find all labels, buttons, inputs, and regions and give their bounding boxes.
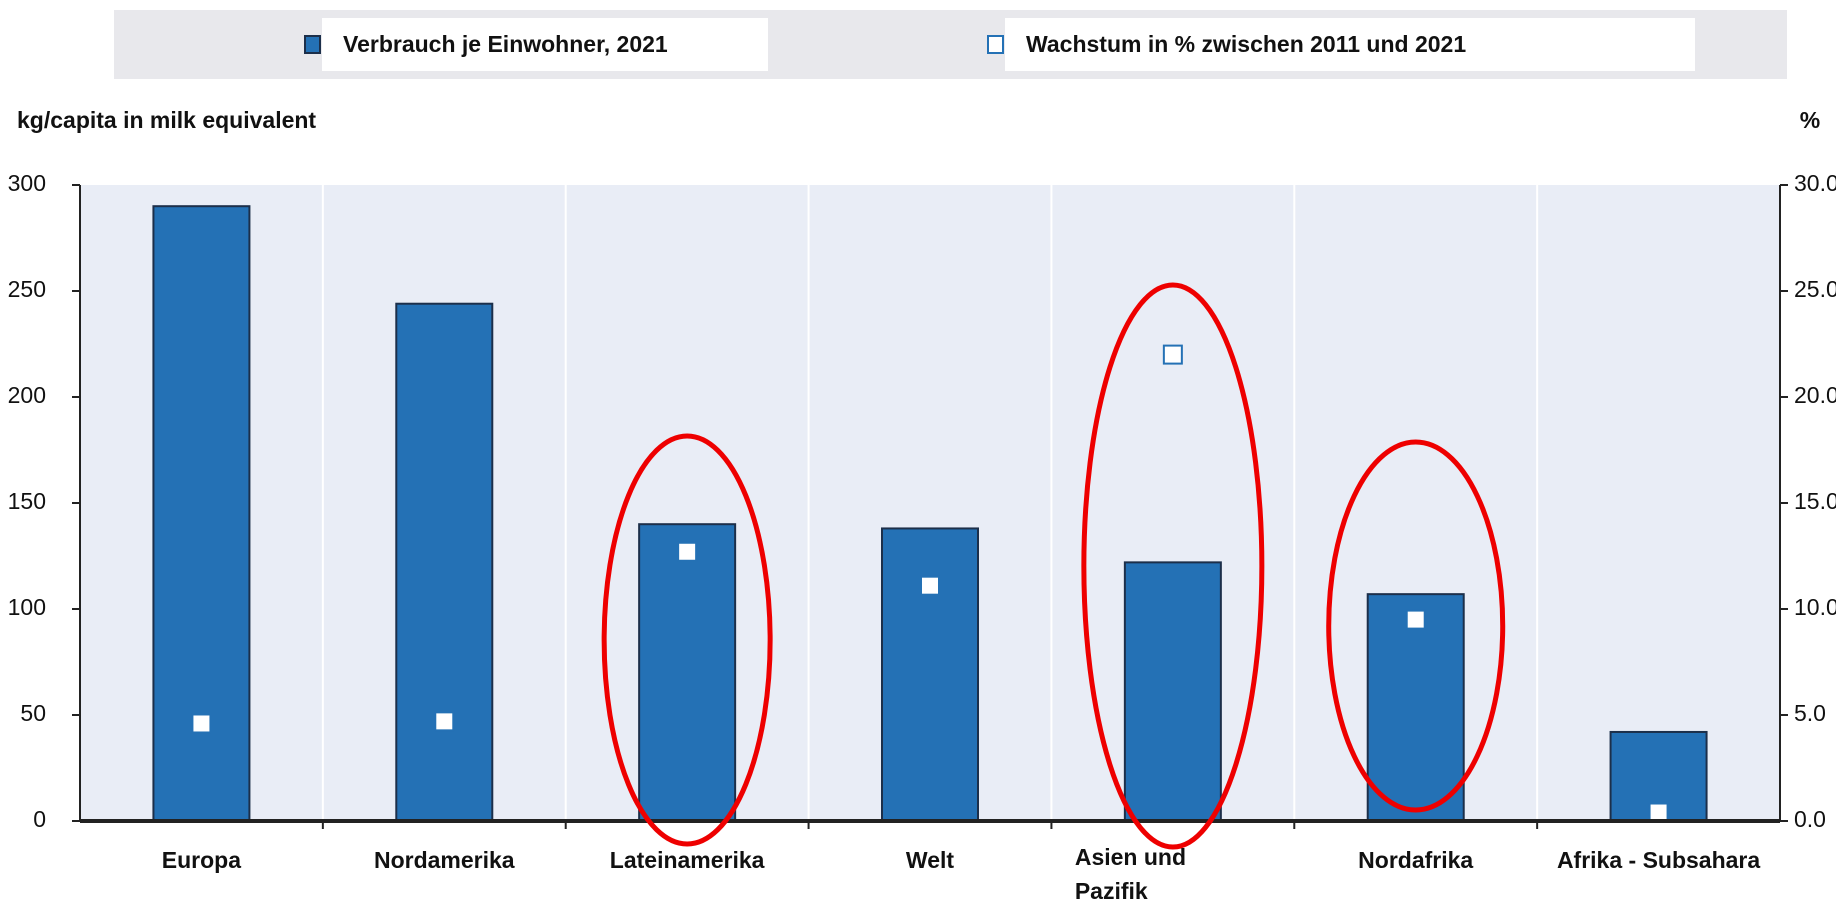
marker <box>434 711 455 732</box>
y-tick-label: 150 <box>8 488 46 514</box>
y-tick-label: 300 <box>8 170 46 196</box>
y2-tick-label: 20.0 <box>1794 382 1836 408</box>
y-tick-label: 100 <box>8 594 46 620</box>
bar <box>638 523 737 822</box>
y2-tick-label: 15.0 <box>1794 488 1836 514</box>
y2-tick-label: 5.0 <box>1794 700 1826 726</box>
annotation-ellipse <box>1326 439 1506 813</box>
legend-box <box>1005 18 1695 71</box>
marker <box>677 541 698 562</box>
x-tick-label: Afrika - Subsahara <box>1556 847 1761 873</box>
legend-label: Verbrauch je Einwohner, 2021 <box>343 31 668 57</box>
legend-swatch <box>987 35 1004 54</box>
legend-swatch <box>304 35 321 54</box>
x-tick-label: Asien und Pazifik <box>1074 844 1187 904</box>
bar <box>1123 561 1222 822</box>
marker <box>1162 344 1183 365</box>
legend-box <box>322 18 768 71</box>
y-tick-label: 250 <box>8 276 46 302</box>
x-tick-label: Nordafrika <box>1358 847 1474 873</box>
x-tick-label: Nordamerika <box>373 847 515 873</box>
marker <box>1648 802 1669 823</box>
y2-tick-label: 30.0 <box>1794 170 1836 196</box>
bar <box>881 527 979 822</box>
legend-label: Wachstum in % zwischen 2011 und 2021 <box>1026 31 1466 57</box>
marker <box>1405 609 1426 630</box>
marker <box>191 713 212 734</box>
bar <box>1366 593 1465 822</box>
y-axis-title: kg/capita in milk equivalent <box>17 107 316 133</box>
y-tick-label: 50 <box>20 700 46 726</box>
annotation-ellipse <box>1081 282 1265 850</box>
bar <box>395 302 494 823</box>
annotation-ellipse <box>601 433 773 847</box>
y-tick-label: 200 <box>8 382 46 408</box>
y2-tick-label: 0.0 <box>1794 806 1826 832</box>
x-tick-label: Europa <box>161 847 242 873</box>
x-tick-label: Lateinamerika <box>609 847 765 873</box>
y2-tick-label: 25.0 <box>1794 276 1836 302</box>
marker <box>920 575 940 596</box>
y2-tick-label: 10.0 <box>1794 594 1836 620</box>
x-tick-label: Welt <box>905 847 955 873</box>
y2-axis-title: % <box>1800 107 1820 133</box>
y-tick-label: 0 <box>33 806 46 832</box>
